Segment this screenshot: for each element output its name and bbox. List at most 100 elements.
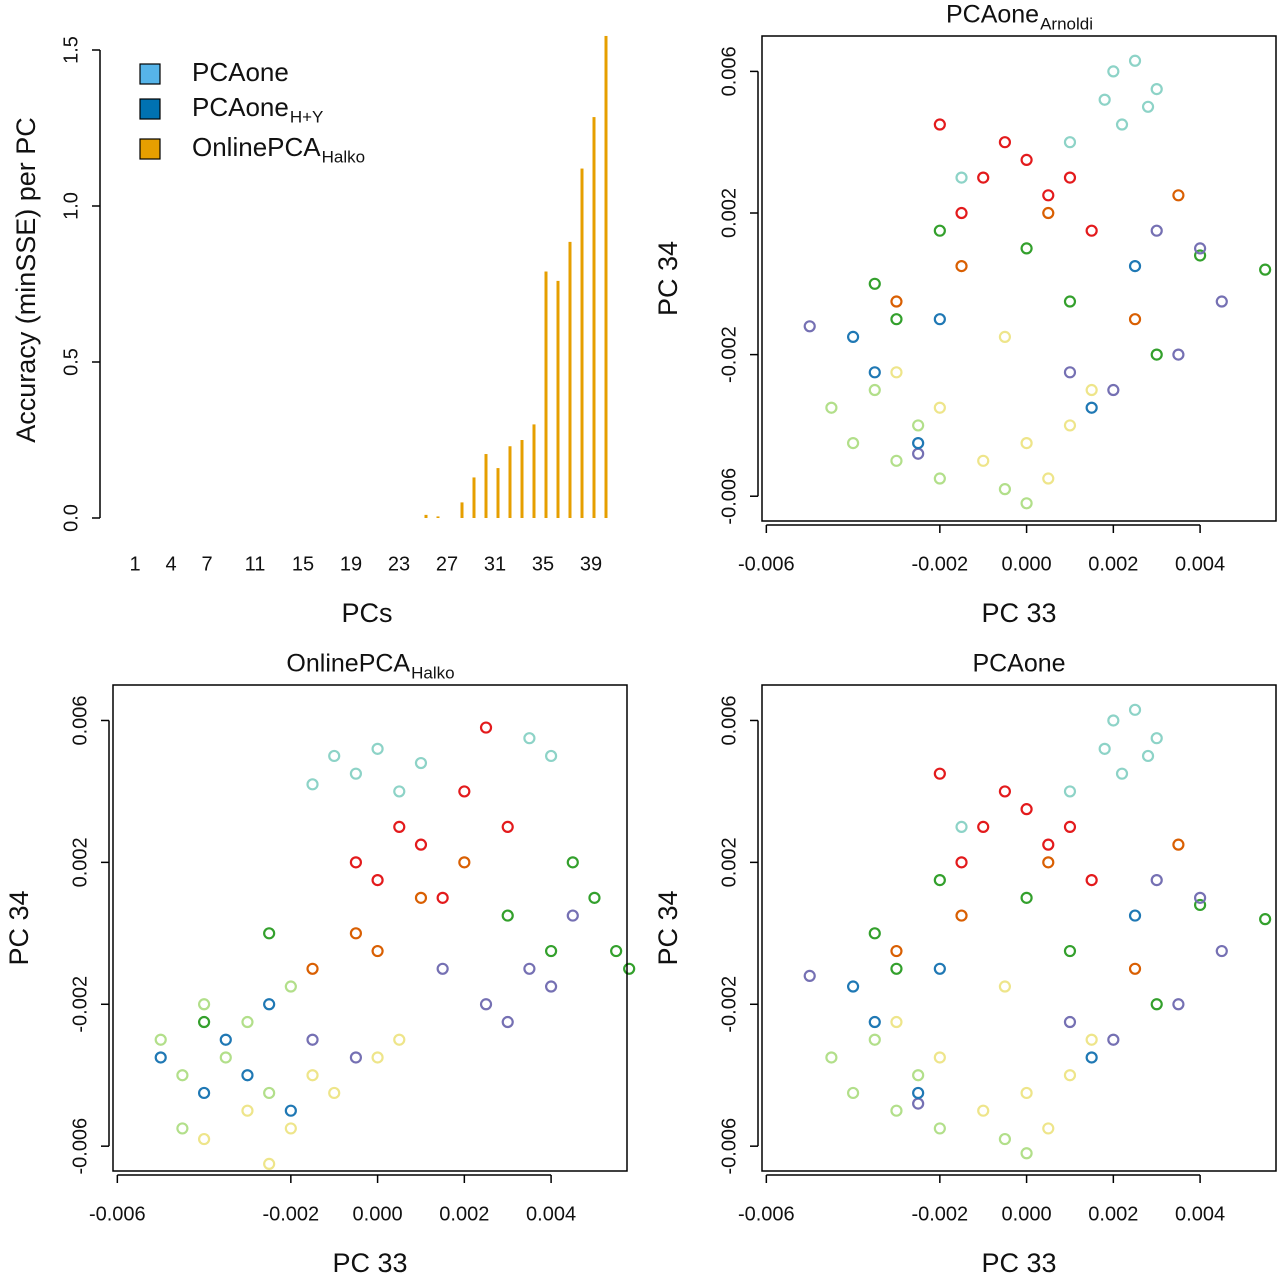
bar (556, 280, 560, 518)
point (479, 998, 493, 1011)
point (1020, 497, 1033, 510)
x-tick-label: 11 (245, 553, 266, 575)
scatter-points (803, 703, 1272, 1160)
point (219, 1051, 232, 1064)
point (977, 454, 990, 467)
point (349, 767, 363, 780)
legend-label-subscript: Halko (322, 147, 365, 166)
point (1063, 366, 1077, 379)
point (1115, 118, 1129, 131)
point (566, 856, 579, 869)
point (1063, 1069, 1077, 1082)
point (284, 1104, 297, 1117)
point (1085, 224, 1098, 237)
x-tick-label: -0.002 (262, 1203, 319, 1225)
point (977, 820, 990, 833)
x-tick-label: -0.002 (911, 553, 968, 575)
point (349, 1051, 363, 1064)
point (846, 980, 860, 993)
point (846, 1086, 860, 1100)
point (1063, 820, 1077, 833)
point (436, 962, 449, 975)
x-tick-label: 0.000 (1002, 1203, 1052, 1225)
point (328, 1086, 341, 1100)
point (1215, 944, 1228, 958)
point (393, 785, 406, 798)
point (868, 383, 881, 397)
legend-swatch (139, 63, 161, 85)
y-tick-label: 1.0 (60, 192, 82, 220)
point (263, 1086, 276, 1100)
point (197, 1132, 211, 1146)
point (1063, 136, 1077, 149)
point (566, 909, 579, 922)
point (933, 874, 946, 887)
y-axis-label: PC 34 (653, 890, 683, 965)
point (1128, 962, 1142, 975)
point (1063, 944, 1077, 958)
point (1150, 998, 1163, 1011)
point (933, 401, 946, 414)
y-tick-label: 0.002 (718, 837, 740, 887)
point (977, 1104, 990, 1117)
point (933, 767, 946, 780)
x-tick-label: 0.000 (1002, 553, 1052, 575)
point (219, 1033, 232, 1046)
point (933, 472, 946, 485)
point (393, 820, 406, 833)
point (523, 962, 536, 975)
point (458, 785, 471, 798)
bar (580, 168, 584, 518)
point (241, 1069, 254, 1082)
point (197, 1015, 211, 1029)
point (1063, 171, 1077, 184)
point (1020, 437, 1033, 450)
point (1150, 224, 1163, 237)
y-tick-label: 0.006 (718, 695, 740, 745)
point (371, 1051, 384, 1064)
point (328, 749, 341, 763)
point (1150, 348, 1163, 361)
bar (520, 440, 524, 518)
point (868, 1033, 881, 1046)
point (912, 437, 925, 450)
point (1115, 767, 1129, 780)
point (306, 1033, 319, 1046)
point (890, 454, 903, 467)
point (955, 206, 968, 220)
point (998, 980, 1012, 993)
point (1172, 189, 1185, 202)
point (1042, 1122, 1055, 1135)
point (1128, 260, 1142, 273)
x-tick-label: 19 (340, 553, 362, 575)
point (414, 891, 428, 904)
x-tick-label: 23 (388, 553, 410, 575)
point (1193, 891, 1207, 904)
point (154, 1033, 167, 1046)
point (501, 1015, 514, 1029)
point (1063, 295, 1077, 308)
point (955, 171, 968, 184)
point (1172, 998, 1185, 1011)
point (393, 1033, 406, 1046)
point (1098, 742, 1111, 755)
point (263, 998, 276, 1011)
point (955, 820, 968, 833)
point (998, 1132, 1012, 1146)
legend-swatch (139, 98, 161, 120)
point (933, 224, 946, 237)
point (912, 1086, 925, 1100)
point (1042, 856, 1055, 869)
point (955, 909, 968, 922)
x-tick-label: 0.004 (526, 1203, 576, 1225)
legend-label: PCAone (192, 92, 289, 122)
bar (424, 514, 428, 518)
point (1020, 803, 1033, 816)
point (1020, 1086, 1033, 1100)
point (868, 1015, 881, 1029)
point (977, 171, 990, 184)
point (1172, 348, 1185, 361)
legend-label: PCAone (192, 57, 289, 87)
point (176, 1122, 189, 1135)
point (501, 909, 514, 922)
